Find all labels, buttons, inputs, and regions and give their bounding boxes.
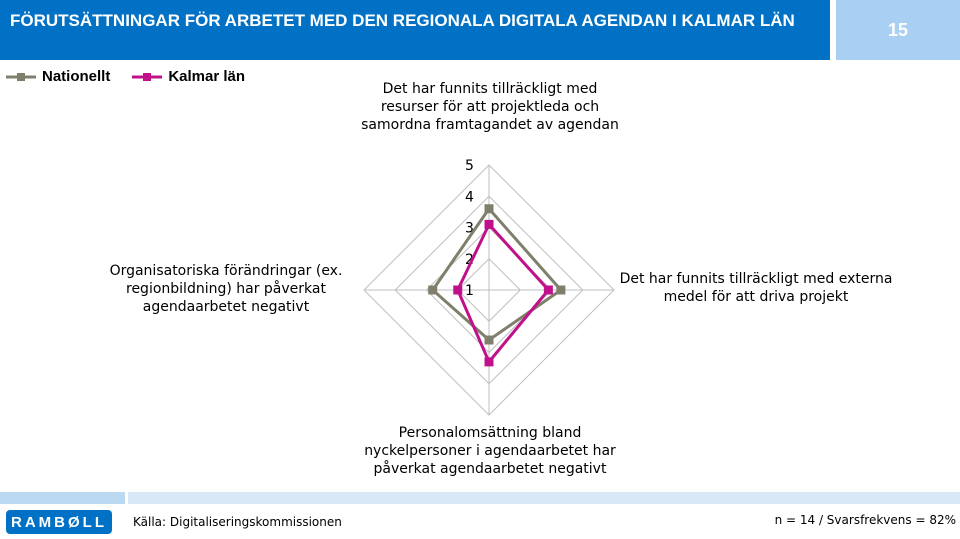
series-line-0: [431, 207, 563, 342]
legend-item-kalmar: Kalmar län: [132, 68, 245, 85]
tick-label-4: 4: [465, 189, 474, 205]
series-1-point-2: [484, 357, 494, 367]
radar-series: [428, 204, 566, 367]
ramboll-logo: RAMBØLL: [6, 510, 112, 534]
legend-label-kalmar: Kalmar län: [168, 68, 246, 85]
series-0-point-2: [484, 335, 494, 345]
source-text: Källa: Digitaliseringskommissionen: [133, 515, 342, 529]
response-stats: n = 14 / Svarsfrekvens = 82%: [774, 513, 956, 527]
chart-legend: Nationellt Kalmar län: [6, 68, 267, 85]
axis-label-top: Det har funnits tillräckligt med resurse…: [361, 81, 619, 133]
series-0-point-0: [484, 204, 494, 214]
slide-title: FÖRUTSÄTTNINGAR FÖR ARBETET MED DEN REGI…: [0, 0, 830, 60]
legend-marker-nationellt: [6, 72, 36, 81]
tick-label-5: 5: [465, 158, 474, 174]
tick-label-2: 2: [465, 252, 474, 268]
legend-marker-kalmar: [132, 72, 163, 81]
legend-label-nationellt: Nationellt: [42, 68, 111, 85]
series-0-point-3: [428, 285, 438, 295]
axis-label-left: Organisatoriska förändringar (ex. region…: [109, 263, 343, 315]
tick-label-3: 3: [465, 221, 474, 237]
series-0-point-1: [556, 285, 566, 295]
radar-tick-labels: 1 2 3 4 5: [465, 158, 474, 299]
series-1-point-1: [543, 285, 553, 295]
footer-bar: [0, 492, 960, 504]
series-1-point-3: [453, 285, 463, 295]
page-number: 15: [836, 0, 960, 60]
axis-label-right: Det har funnits tillräckligt med externa…: [619, 271, 893, 305]
legend-item-nationellt: Nationellt: [6, 68, 110, 85]
series-1-point-0: [484, 219, 494, 229]
axis-label-bottom: Personalomsättning bland nyckelpersoner …: [364, 425, 616, 477]
radar-grid: [363, 164, 615, 416]
tick-label-1: 1: [465, 283, 474, 299]
